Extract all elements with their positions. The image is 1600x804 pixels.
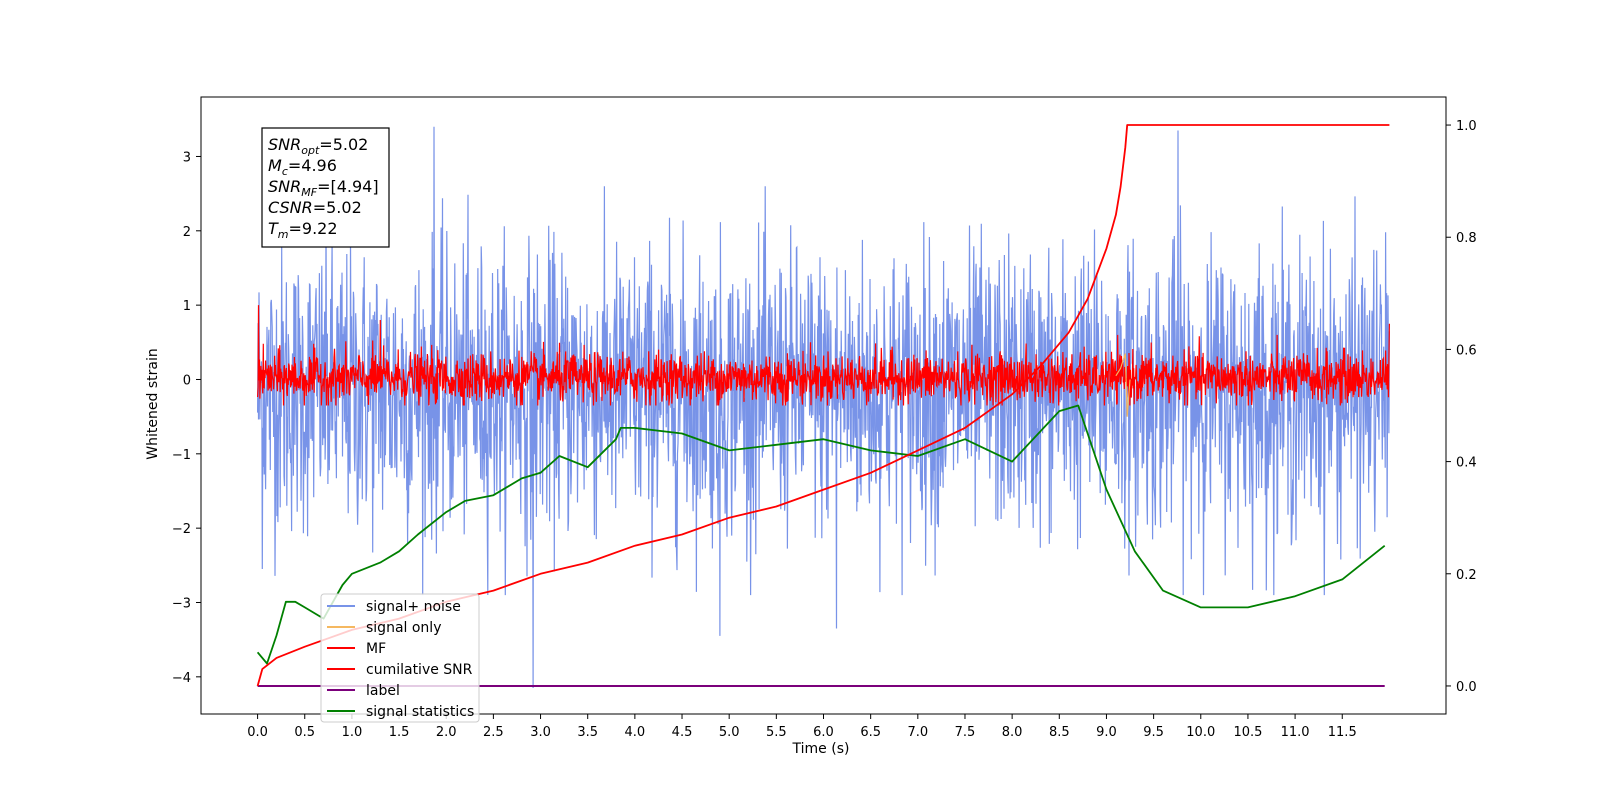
stats-snr-opt: SNRopt=5.02 [268, 135, 368, 157]
stats-mc: Mc=4.96 [268, 156, 337, 178]
y-left-tick-label-7: 3 [183, 150, 191, 165]
x-tick-label-23: 11.5 [1328, 725, 1357, 740]
x-tick-label-4: 2.0 [436, 725, 457, 740]
y-axis-right: 0.0 0.2 0.4 0.6 0.8 1.0 [1446, 119, 1477, 695]
series-mf [257, 305, 1390, 406]
x-tick-label-11: 5.5 [766, 725, 787, 740]
x-tick-label-20: 10.0 [1186, 725, 1215, 740]
x-tick-label-9: 4.5 [672, 725, 693, 740]
x-tick-label-10: 5.0 [719, 725, 740, 740]
x-axis-label: Time (s) [792, 741, 850, 757]
x-tick-label-17: 8.5 [1049, 725, 1070, 740]
x-tick-label-15: 7.5 [955, 725, 976, 740]
x-tick-label-8: 4.0 [625, 725, 646, 740]
x-tick-label-3: 1.5 [389, 725, 410, 740]
y-axis-label: Whitened strain [145, 348, 161, 459]
y-left-tick-label-3: −1 [172, 448, 191, 463]
x-tick-label-5: 2.5 [483, 725, 504, 740]
x-tick-label-22: 11.0 [1281, 725, 1310, 740]
legend-frame [320, 593, 480, 723]
series-signal-only [1115, 353, 1131, 417]
y-axis-left: −4 −3 −2 −1 0 1 2 3 [172, 150, 201, 686]
stats-tm: Tm=9.22 [268, 219, 338, 241]
y-right-tick-label-1: 0.2 [1456, 568, 1477, 583]
x-tick-label-7: 3.5 [577, 725, 598, 740]
y-right-tick-label-3: 0.6 [1456, 343, 1477, 358]
x-tick-label-0: 0.0 [247, 725, 268, 740]
legend-label-4: label [366, 683, 400, 699]
stats-csnr: CSNR=5.02 [268, 198, 362, 217]
y-left-tick-label-6: 2 [183, 225, 191, 240]
y-left-tick-label-0: −4 [172, 671, 191, 686]
legend-label-5: signal statistics [366, 704, 474, 720]
x-tick-label-21: 10.5 [1233, 725, 1262, 740]
x-tick-label-6: 3.0 [530, 725, 551, 740]
legend-label-0: signal+ noise [366, 599, 461, 615]
y-right-tick-label-0: 0.0 [1456, 680, 1477, 695]
legend-label-2: MF [366, 641, 386, 657]
legend: signal+ noise signal only MF cumilative SNR… [320, 593, 480, 723]
x-tick-label-2: 1.0 [342, 725, 363, 740]
x-tick-label-16: 8.0 [1002, 725, 1023, 740]
y-left-tick-label-4: 0 [183, 373, 191, 388]
stats-snr-mf: SNRMF=[4.94] [268, 177, 379, 199]
stats-box-frame [261, 127, 390, 248]
y-right-tick-label-4: 0.8 [1456, 231, 1477, 246]
x-tick-label-1: 0.5 [294, 725, 315, 740]
x-tick-label-13: 6.5 [860, 725, 881, 740]
x-tick-label-14: 7.0 [907, 725, 928, 740]
x-tick-label-19: 9.5 [1143, 725, 1164, 740]
legend-label-3: cumilative SNR [366, 662, 473, 678]
legend-label-1: signal only [366, 620, 441, 636]
y-left-tick-label-5: 1 [183, 299, 191, 314]
x-tick-label-18: 9.0 [1096, 725, 1117, 740]
y-left-tick-label-1: −3 [172, 596, 191, 611]
x-axis: 0.0 0.5 1.0 1.5 2.0 2.5 3.0 3.5 4.0 4.5 5.0 5.5 6.0 6… [247, 714, 1357, 740]
y-right-tick-label-2: 0.4 [1456, 456, 1477, 471]
y-left-tick-label-2: −2 [172, 522, 191, 537]
x-tick-label-12: 6.0 [813, 725, 834, 740]
y-right-tick-label-5: 1.0 [1456, 119, 1477, 134]
